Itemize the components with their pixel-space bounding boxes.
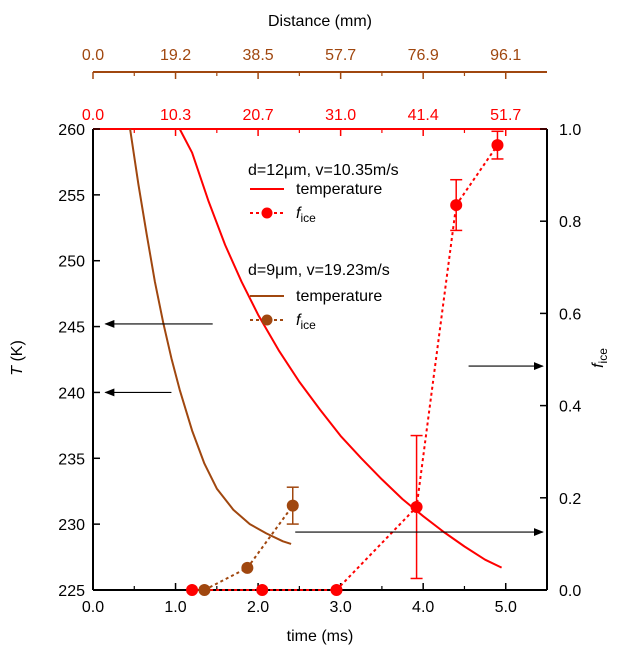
y-right-axis-ticks: 0.0 0.2 0.4 0.6 0.8 1.0 <box>540 122 581 600</box>
y-left-tick-label: 235 <box>58 451 85 468</box>
y-right-tick-label: 0.6 <box>559 306 581 323</box>
x-axis-title: time (ms) <box>287 628 354 645</box>
series-line-fice-d12 <box>192 144 499 591</box>
arrow-layer <box>104 319 544 537</box>
data-point-fice-d12 <box>410 501 423 514</box>
data-point-fice-d12 <box>450 199 463 212</box>
x-tick-label: 0.0 <box>82 599 104 616</box>
y-left-axis-title: T (K) <box>9 340 26 376</box>
top-axis-tick-label: 76.9 <box>408 47 439 64</box>
top-axis-tick-label: 19.2 <box>160 47 191 64</box>
y-right-tick-label: 1.0 <box>559 122 581 139</box>
y-left-axis-title-symbol: T <box>9 365 26 376</box>
top-axis-tick-label: 0.0 <box>82 107 104 124</box>
legend: d=12μm, v=10.35m/s temperature fice d=9μ… <box>248 162 399 332</box>
series-line-temperature-d12 <box>178 128 503 569</box>
legend-red-fice-sub: ice <box>300 211 316 225</box>
top-axis-tick-label: 20.7 <box>243 107 274 124</box>
y-left-tick-label: 250 <box>58 254 85 271</box>
legend-group1-title: d=12μm, v=10.35m/s <box>248 162 399 179</box>
x-tick-label: 4.0 <box>412 599 434 616</box>
legend-brown-fice-base: f <box>296 312 302 329</box>
y-left-tick-label: 240 <box>58 385 85 402</box>
top-axis-title: Distance (mm) <box>268 13 372 30</box>
y-right-axis-title-symbol: f <box>590 362 607 368</box>
x-tick-label: 1.0 <box>164 599 186 616</box>
x-axis-ticks: 0.0 1.0 2.0 3.0 4.0 5.0 <box>82 583 517 616</box>
top-axis-tick-label: 38.5 <box>243 47 274 64</box>
legend-red-temperature-label: temperature <box>296 181 382 198</box>
y-left-axis-title-unit: (K) <box>9 340 26 366</box>
top-axis-tick-label: 0.0 <box>82 47 104 64</box>
series-line-fice-d9 <box>203 505 294 591</box>
legend-brown-temperature-label: temperature <box>296 288 382 305</box>
series-layer <box>129 128 504 596</box>
x-tick-label: 3.0 <box>330 599 352 616</box>
y-right-axis-title: fice <box>590 348 610 368</box>
legend-red-fice-label: fice <box>296 205 316 225</box>
data-point-fice-d9 <box>241 561 254 574</box>
top-axis-tick-label: 51.7 <box>490 107 521 124</box>
y-right-tick-label: 0.8 <box>559 214 581 231</box>
top-axis-tick-label: 96.1 <box>490 47 521 64</box>
y-right-axis-title-sub: ice <box>596 348 610 364</box>
data-point-fice-d12 <box>256 584 269 596</box>
y-right-tick-label: 0.0 <box>559 583 581 600</box>
data-point-fice-d12 <box>330 584 343 596</box>
y-left-tick-label: 260 <box>58 122 85 139</box>
top-axis-tick-label: 41.4 <box>408 107 439 124</box>
data-point-fice-d9 <box>286 499 299 512</box>
top-axis-tick-label: 31.0 <box>325 107 356 124</box>
legend-group2-title: d=9μm, v=19.23m/s <box>248 262 390 279</box>
y-left-tick-label: 245 <box>58 320 85 337</box>
y-left-axis-ticks: 225 230 235 240 245 250 255 260 <box>58 122 100 600</box>
x-tick-label: 2.0 <box>247 599 269 616</box>
data-point-fice-d9 <box>198 584 211 596</box>
y-right-tick-label: 0.2 <box>559 491 581 508</box>
legend-brown-fice-marker <box>261 314 273 326</box>
y-left-tick-label: 230 <box>58 517 85 534</box>
series-line-temperature-d9 <box>129 128 292 545</box>
top-axis-distance-d9: 0.0 19.2 38.5 57.7 76.9 96.1 <box>82 47 547 79</box>
data-point-fice-d12 <box>186 584 199 596</box>
y-left-tick-label: 255 <box>58 188 85 205</box>
plot-frame <box>92 128 548 591</box>
legend-red-fice-base: f <box>296 205 302 222</box>
top-axis-tick-label: 57.7 <box>325 47 356 64</box>
legend-brown-fice-sub: ice <box>300 318 316 332</box>
data-point-fice-d12 <box>491 139 504 152</box>
top-axis-distance-d12: 0.0 10.3 20.7 31.0 41.4 51.7 <box>82 107 521 136</box>
y-left-tick-label: 225 <box>58 583 85 600</box>
top-axis-tick-label: 10.3 <box>160 107 191 124</box>
x-tick-label: 5.0 <box>495 599 517 616</box>
legend-red-fice-marker <box>261 207 273 219</box>
y-right-tick-label: 0.4 <box>559 399 581 416</box>
legend-brown-fice-label: fice <box>296 312 316 332</box>
